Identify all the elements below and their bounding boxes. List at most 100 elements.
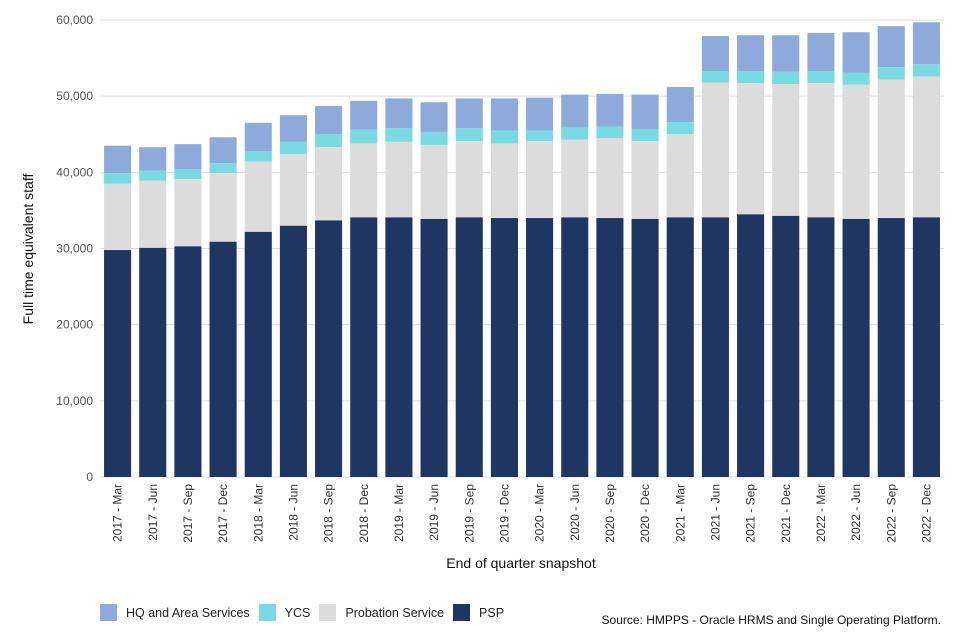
- bar-segment-psp[interactable]: 2021 - Dec — PSP: 34300: [772, 215, 800, 477]
- bar-segment-probation-service[interactable]: 2017 - Dec — Probation Service: 9000: [209, 173, 237, 242]
- bar-segment-probation-service[interactable]: 2017 - Mar — Probation Service: 8700: [104, 183, 132, 251]
- bar-segment-probation-service[interactable]: 2022 - Dec — Probation Service: 18500: [912, 76, 940, 218]
- bar-segment-hq-and-area-services[interactable]: 2019 - Sep — HQ and Area Services: 3900: [455, 98, 483, 129]
- bar-segment-hq-and-area-services[interactable]: 2021 - Sep — HQ and Area Services: 4700: [737, 35, 765, 72]
- bar-segment-hq-and-area-services[interactable]: 2022 - Dec — HQ and Area Services: 5500: [912, 22, 940, 65]
- bar-segment-hq-and-area-services[interactable]: 2018 - Sep — HQ and Area Services: 3700: [315, 106, 343, 135]
- bar-segment-hq-and-area-services[interactable]: 2020 - Jun — HQ and Area Services: 4300: [561, 94, 589, 128]
- bar-segment-psp[interactable]: 2021 - Sep — PSP: 34500: [737, 214, 765, 477]
- bar-segment-psp[interactable]: 2022 - Dec — PSP: 34100: [912, 217, 940, 477]
- bar-segment-hq-and-area-services[interactable]: 2018 - Mar — HQ and Area Services: 3700: [244, 122, 272, 152]
- bar-segment-hq-and-area-services[interactable]: 2022 - Mar — HQ and Area Services: 5000: [807, 32, 835, 72]
- bar-segment-ycs[interactable]: 2017 - Sep — YCS: 1300: [174, 169, 202, 180]
- bar-segment-hq-and-area-services[interactable]: 2021 - Dec — HQ and Area Services: 4800: [772, 35, 800, 72]
- bar-segment-hq-and-area-services[interactable]: 2017 - Sep — HQ and Area Services: 3300: [174, 144, 202, 170]
- bar-segment-psp[interactable]: 2020 - Jun — PSP: 34100: [561, 217, 589, 477]
- bar-segment-psp[interactable]: 2021 - Mar — PSP: 34100: [666, 217, 694, 477]
- bar-segment-psp[interactable]: 2020 - Dec — PSP: 33900: [631, 218, 659, 478]
- bar-segment-psp[interactable]: 2022 - Sep — PSP: 34000: [877, 218, 905, 478]
- bar-segment-ycs[interactable]: 2021 - Dec — YCS: 1600: [772, 71, 800, 84]
- bar-segment-ycs[interactable]: 2018 - Jun — YCS: 1600: [279, 141, 307, 155]
- bar-segment-ycs[interactable]: 2022 - Sep — YCS: 1600: [877, 67, 905, 80]
- bar-segment-hq-and-area-services[interactable]: 2019 - Dec — HQ and Area Services: 4200: [490, 98, 518, 131]
- bar-segment-ycs[interactable]: 2022 - Jun — YCS: 1600: [842, 72, 870, 85]
- bar-segment-psp[interactable]: 2017 - Dec — PSP: 30900: [209, 241, 237, 477]
- bar-segment-ycs[interactable]: 2020 - Mar — YCS: 1400: [526, 130, 554, 142]
- bar-segment-probation-service[interactable]: 2020 - Jun — Probation Service: 10200: [561, 139, 589, 218]
- bar-segment-probation-service[interactable]: 2019 - Jun — Probation Service: 9700: [420, 144, 448, 219]
- bar-segment-hq-and-area-services[interactable]: 2017 - Dec — HQ and Area Services: 3400: [209, 137, 237, 164]
- bar-segment-hq-and-area-services[interactable]: 2019 - Jun — HQ and Area Services: 3900: [420, 102, 448, 132]
- bar-segment-probation-service[interactable]: 2020 - Mar — Probation Service: 10100: [526, 141, 554, 219]
- bar-segment-ycs[interactable]: 2021 - Sep — YCS: 1600: [737, 71, 765, 84]
- bar-segment-hq-and-area-services[interactable]: 2020 - Mar — HQ and Area Services: 4300: [526, 97, 554, 131]
- bar-segment-psp[interactable]: 2017 - Sep — PSP: 30300: [174, 246, 202, 477]
- bar-segment-ycs[interactable]: 2021 - Mar — YCS: 1600: [666, 122, 694, 135]
- bar-segment-probation-service[interactable]: 2018 - Mar — Probation Service: 9200: [244, 161, 272, 232]
- bar-segment-psp[interactable]: 2018 - Sep — PSP: 33700: [315, 220, 343, 477]
- bar-segment-probation-service[interactable]: 2017 - Jun — Probation Service: 8800: [139, 180, 167, 248]
- bar-segment-probation-service[interactable]: 2020 - Sep — Probation Service: 10500: [596, 138, 624, 219]
- bar-segment-hq-and-area-services[interactable]: 2020 - Dec — HQ and Area Services: 4500: [631, 94, 659, 129]
- bar-segment-ycs[interactable]: 2019 - Jun — YCS: 1700: [420, 131, 448, 145]
- bar-segment-hq-and-area-services[interactable]: 2018 - Dec — HQ and Area Services: 3800: [350, 100, 378, 130]
- bar-segment-probation-service[interactable]: 2020 - Dec — Probation Service: 10200: [631, 141, 659, 219]
- bar-segment-hq-and-area-services[interactable]: 2017 - Jun — HQ and Area Services: 3100: [139, 147, 167, 171]
- bar-segment-psp[interactable]: 2019 - Jun — PSP: 33900: [420, 218, 448, 478]
- bar-segment-probation-service[interactable]: 2019 - Dec — Probation Service: 9800: [490, 143, 518, 219]
- legend-item-psp[interactable]: PSP: [453, 604, 504, 621]
- bar-segment-hq-and-area-services[interactable]: 2022 - Jun — HQ and Area Services: 5300: [842, 32, 870, 73]
- bar-segment-ycs[interactable]: 2017 - Mar — YCS: 1400: [104, 173, 132, 184]
- bar-segment-ycs[interactable]: 2017 - Dec — YCS: 1300: [209, 163, 237, 174]
- bar-segment-ycs[interactable]: 2019 - Dec — YCS: 1700: [490, 130, 518, 144]
- bar-segment-hq-and-area-services[interactable]: 2021 - Mar — HQ and Area Services: 4600: [666, 87, 694, 123]
- bar-segment-ycs[interactable]: 2021 - Jun — YCS: 1500: [701, 71, 729, 83]
- bar-segment-ycs[interactable]: 2022 - Mar — YCS: 1600: [807, 71, 835, 84]
- bar-segment-psp[interactable]: 2022 - Jun — PSP: 33900: [842, 218, 870, 478]
- bar-segment-ycs[interactable]: 2020 - Dec — YCS: 1600: [631, 128, 659, 142]
- bar-segment-psp[interactable]: 2021 - Jun — PSP: 34100: [701, 217, 729, 477]
- bar-segment-hq-and-area-services[interactable]: 2017 - Mar — HQ and Area Services: 3600: [104, 145, 132, 174]
- bar-segment-hq-and-area-services[interactable]: 2019 - Mar — HQ and Area Services: 3900: [385, 98, 413, 129]
- bar-segment-ycs[interactable]: 2018 - Mar — YCS: 1400: [244, 151, 272, 162]
- bar-segment-psp[interactable]: 2019 - Mar — PSP: 34100: [385, 217, 413, 477]
- bar-segment-probation-service[interactable]: 2021 - Jun — Probation Service: 17700: [701, 82, 729, 218]
- bar-segment-psp[interactable]: 2018 - Mar — PSP: 32200: [244, 231, 272, 477]
- bar-segment-psp[interactable]: 2019 - Sep — PSP: 34100: [455, 217, 483, 477]
- bar-segment-probation-service[interactable]: 2019 - Mar — Probation Service: 9900: [385, 141, 413, 218]
- bar-segment-ycs[interactable]: 2020 - Jun — YCS: 1600: [561, 127, 589, 140]
- bar-segment-ycs[interactable]: 2022 - Dec — YCS: 1600: [912, 64, 940, 77]
- bar-segment-probation-service[interactable]: 2022 - Mar — Probation Service: 17600: [807, 83, 835, 218]
- bar-segment-ycs[interactable]: 2019 - Sep — YCS: 1700: [455, 128, 483, 142]
- bar-segment-probation-service[interactable]: 2017 - Sep — Probation Service: 8800: [174, 179, 202, 247]
- bar-segment-psp[interactable]: 2017 - Jun — PSP: 30100: [139, 247, 167, 477]
- bar-segment-psp[interactable]: 2020 - Sep — PSP: 34000: [596, 218, 624, 478]
- bar-segment-psp[interactable]: 2020 - Mar — PSP: 34000: [526, 218, 554, 478]
- bar-segment-ycs[interactable]: 2017 - Jun — YCS: 1300: [139, 170, 167, 181]
- legend-item-hq[interactable]: HQ and Area Services: [100, 604, 250, 621]
- bar-segment-hq-and-area-services[interactable]: 2021 - Jun — HQ and Area Services: 4600: [701, 35, 729, 72]
- bar-segment-ycs[interactable]: 2018 - Sep — YCS: 1700: [315, 134, 343, 148]
- bar-segment-hq-and-area-services[interactable]: 2020 - Sep — HQ and Area Services: 4300: [596, 93, 624, 127]
- legend-item-ycs[interactable]: YCS: [258, 604, 310, 621]
- bar-segment-probation-service[interactable]: 2018 - Sep — Probation Service: 9600: [315, 147, 343, 221]
- bar-segment-ycs[interactable]: 2020 - Sep — YCS: 1500: [596, 126, 624, 139]
- bar-segment-probation-service[interactable]: 2019 - Sep — Probation Service: 10000: [455, 141, 483, 218]
- bar-segment-probation-service[interactable]: 2021 - Dec — Probation Service: 17300: [772, 83, 800, 216]
- legend-item-probation[interactable]: Probation Service: [319, 604, 444, 621]
- bar-segment-psp[interactable]: 2019 - Dec — PSP: 34000: [490, 218, 518, 478]
- bar-segment-ycs[interactable]: 2018 - Dec — YCS: 1800: [350, 129, 378, 144]
- bar-segment-probation-service[interactable]: 2021 - Mar — Probation Service: 10900: [666, 134, 694, 218]
- bar-segment-probation-service[interactable]: 2018 - Dec — Probation Service: 9700: [350, 143, 378, 218]
- bar-segment-probation-service[interactable]: 2018 - Jun — Probation Service: 9400: [279, 154, 307, 226]
- bar-segment-probation-service[interactable]: 2022 - Jun — Probation Service: 17600: [842, 84, 870, 219]
- bar-segment-ycs[interactable]: 2019 - Mar — YCS: 1800: [385, 128, 413, 142]
- bar-segment-hq-and-area-services[interactable]: 2018 - Jun — HQ and Area Services: 3500: [279, 115, 307, 142]
- bar-segment-hq-and-area-services[interactable]: 2022 - Sep — HQ and Area Services: 5400: [877, 26, 905, 68]
- bar-segment-psp[interactable]: 2022 - Mar — PSP: 34100: [807, 217, 835, 477]
- bar-segment-psp[interactable]: 2018 - Dec — PSP: 34100: [350, 217, 378, 477]
- bar-segment-psp[interactable]: 2017 - Mar — PSP: 29800: [104, 250, 132, 477]
- bar-segment-psp[interactable]: 2018 - Jun — PSP: 33000: [279, 225, 307, 477]
- bar-segment-probation-service[interactable]: 2022 - Sep — Probation Service: 18200: [877, 79, 905, 219]
- bar-segment-probation-service[interactable]: 2021 - Sep — Probation Service: 17200: [737, 83, 765, 215]
